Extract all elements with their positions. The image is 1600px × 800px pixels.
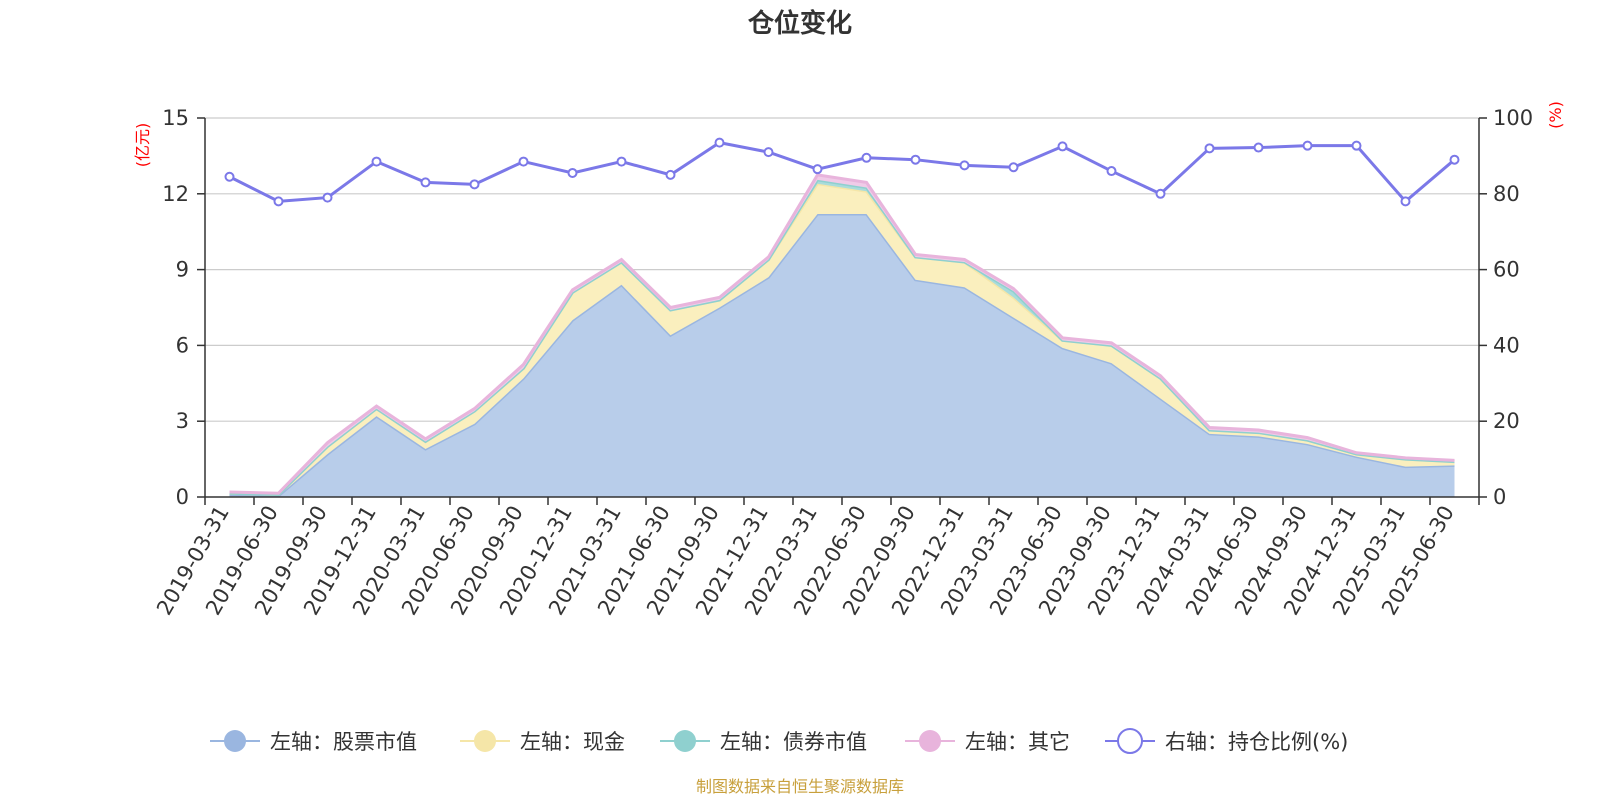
legend-label: 左轴：股票市值 [270,730,417,754]
line-左轴：其它 [229,173,1455,495]
chart-title: 仓位变化 [747,8,852,39]
legend: 左轴：股票市值 左轴：现金 左轴：债券市值 左轴：其它 右轴：持仓比例(%) [210,728,1348,754]
holding-ratio-point [763,147,774,158]
legend-label: 左轴：现金 [520,730,625,754]
legend-marker [674,730,696,752]
holding-ratio-point [420,177,431,188]
legend-label: 左轴：债券市值 [720,730,867,754]
holding-ratio-point [1106,166,1117,177]
right-tick-label: 20 [1493,409,1520,433]
right-tick-label: 0 [1493,485,1506,509]
holding-ratio-point [371,156,382,167]
holding-ratio-point [1351,140,1362,151]
data-source-note: 制图数据来自恒生聚源数据库 [696,777,904,796]
holding-ratio-point [518,156,529,167]
holding-ratio-point [322,192,333,203]
left-tick-label: 9 [176,258,189,282]
left-tick-label: 15 [162,106,189,130]
holding-ratio-point [1302,140,1313,151]
right-axis-unit: (%) [1546,101,1565,129]
holding-ratio-point [469,179,480,190]
holding-ratio-point [567,167,578,178]
right-tick-label: 80 [1493,182,1520,206]
holding-ratio-point [812,164,823,175]
holding-ratio-point [1008,162,1019,173]
holding-ratio-point [959,160,970,171]
left-tick-label: 12 [162,182,189,206]
legend-label: 右轴：持仓比例(%) [1165,730,1348,754]
holding-ratio-point [714,137,725,148]
holding-ratio-point [1449,154,1460,165]
right-tick-label: 40 [1493,333,1520,357]
holding-ratio-point [1253,142,1264,153]
holding-ratio-point [1155,188,1166,199]
left-tick-label: 3 [176,409,189,433]
holding-ratio-point [224,171,235,182]
holding-ratio-point [1400,196,1411,207]
area-layer [229,173,1455,498]
left-axis-unit: (亿元) [133,123,152,168]
legend-marker [1117,728,1143,754]
holding-ratio-point [616,156,627,167]
holding-ratio-point [273,196,284,207]
legend-label: 左轴：其它 [965,730,1070,754]
holding-ratio-point [665,169,676,180]
line-layer [224,137,1460,207]
right-tick-label: 100 [1493,106,1533,130]
holding-ratio-point [1204,143,1215,154]
holding-ratio-point [910,154,921,165]
area-左轴：股票市值 [229,214,1455,497]
holding-ratio-point [861,152,872,163]
legend-marker [474,730,496,752]
legend-marker [224,730,246,752]
left-tick-label: 6 [176,333,189,357]
holding-ratio-line [228,141,1456,204]
holding-ratio-point [1057,141,1068,152]
right-tick-label: 60 [1493,258,1520,282]
legend-marker [919,730,941,752]
left-tick-label: 0 [176,485,189,509]
